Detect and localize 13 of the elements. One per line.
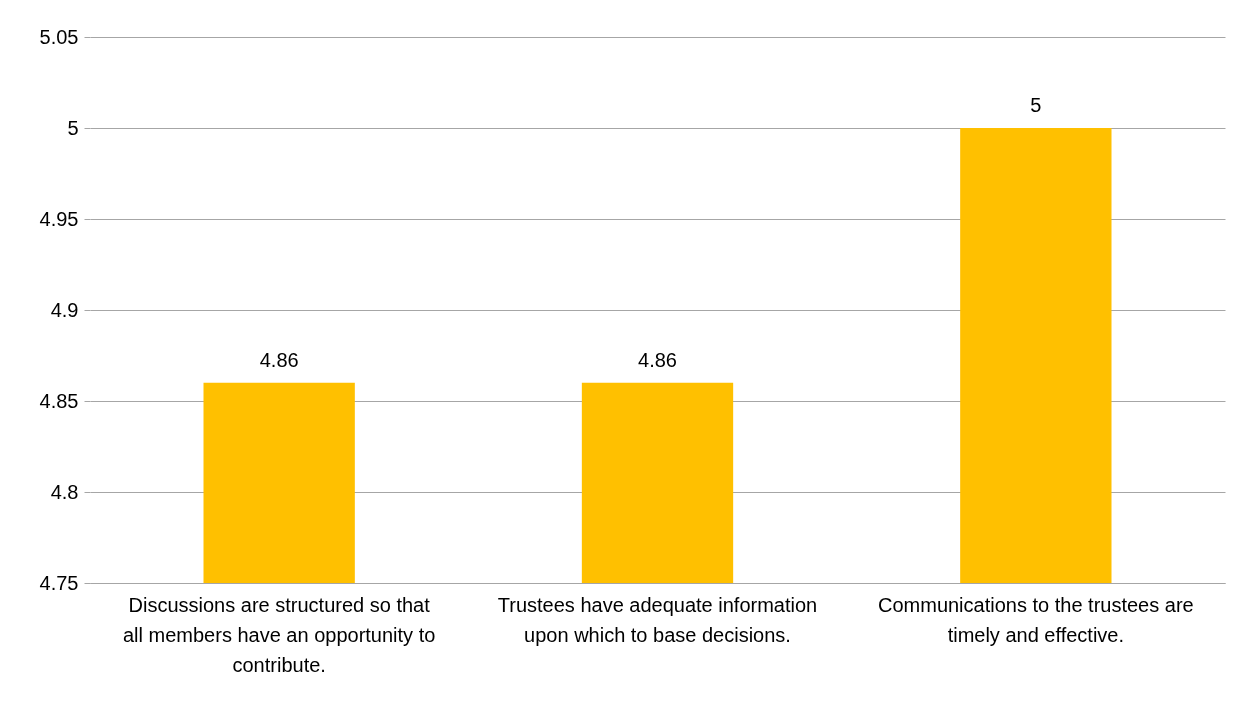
y-tick-label: 4.85 xyxy=(39,389,79,412)
data-label: 5 xyxy=(1030,94,1042,116)
x-tick-label: Trustees have adequate information upon which to base decisions. xyxy=(497,593,818,646)
y-tick-label: 4.95 xyxy=(39,207,79,230)
y-tick-label: 4.75 xyxy=(39,571,79,594)
y-tick-label: 4.9 xyxy=(50,298,79,321)
data-label: 4.86 xyxy=(638,348,677,371)
y-tick-label: 4.8 xyxy=(50,480,79,503)
y-tick-label: 5 xyxy=(67,116,79,139)
y-tick-label: 5.05 xyxy=(39,25,79,48)
x-tick-label: Discussions are structured so that all members have an opportunity to contribute. xyxy=(122,593,436,676)
data-label: 4.86 xyxy=(259,348,299,371)
x-tick-label: Communications to the trustees are timely and effective. xyxy=(877,593,1194,646)
